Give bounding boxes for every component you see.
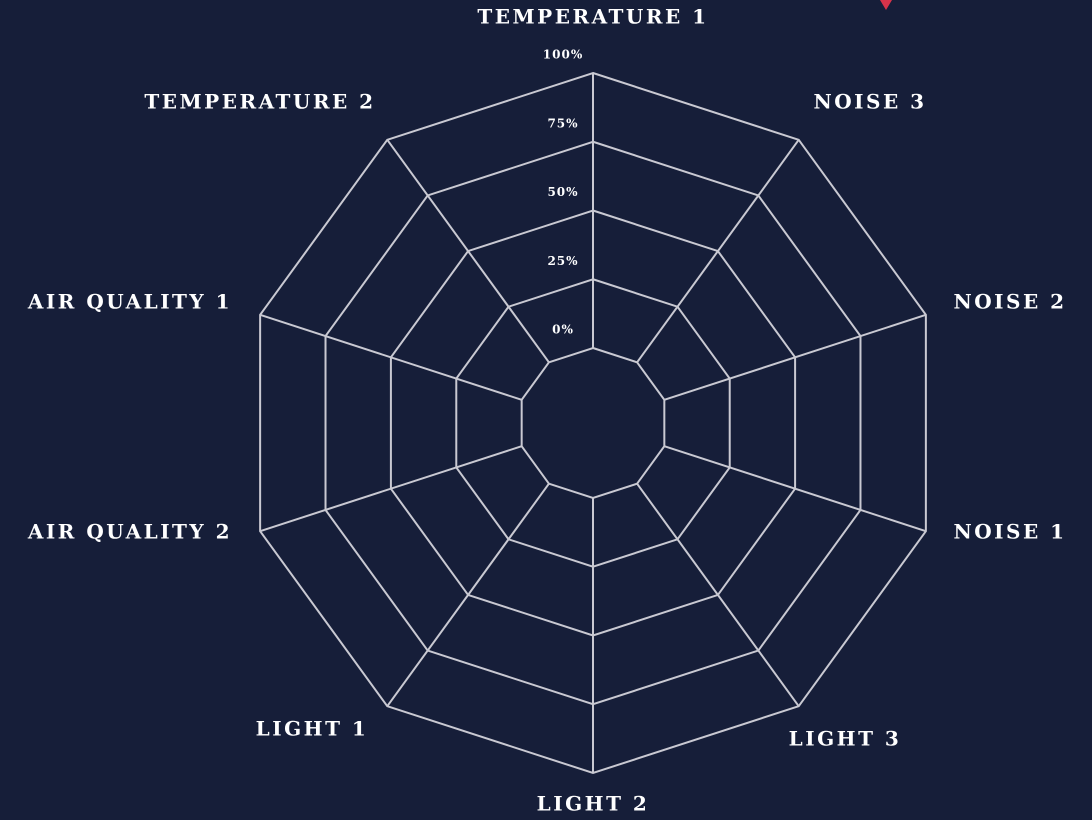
axis-label: AIR QUALITY 2 [27,520,232,544]
axis-label: LIGHT 2 [537,792,650,816]
axis-label: AIR QUALITY 1 [27,290,232,314]
tick-label: 75% [547,116,578,130]
tick-label: 50% [547,185,578,199]
axis-label: NOISE 3 [813,90,926,114]
axis-label: TEMPERATURE 1 [477,5,708,29]
axis-label: NOISE 2 [953,290,1066,314]
axis-label: LIGHT 3 [789,727,902,751]
tick-label: 100% [543,48,583,62]
decoration [880,0,892,10]
axis-label: LIGHT 1 [256,717,369,741]
grid-ring [259,71,927,775]
grid-ring [455,278,731,568]
grid-ring [324,140,862,706]
tick-label: 25% [547,254,578,268]
tick-label: 0% [552,323,574,337]
axis-label: TEMPERATURE 2 [144,90,375,114]
axis-label: NOISE 1 [953,520,1066,544]
grid-ring [520,346,666,500]
grid-ring [389,209,797,637]
